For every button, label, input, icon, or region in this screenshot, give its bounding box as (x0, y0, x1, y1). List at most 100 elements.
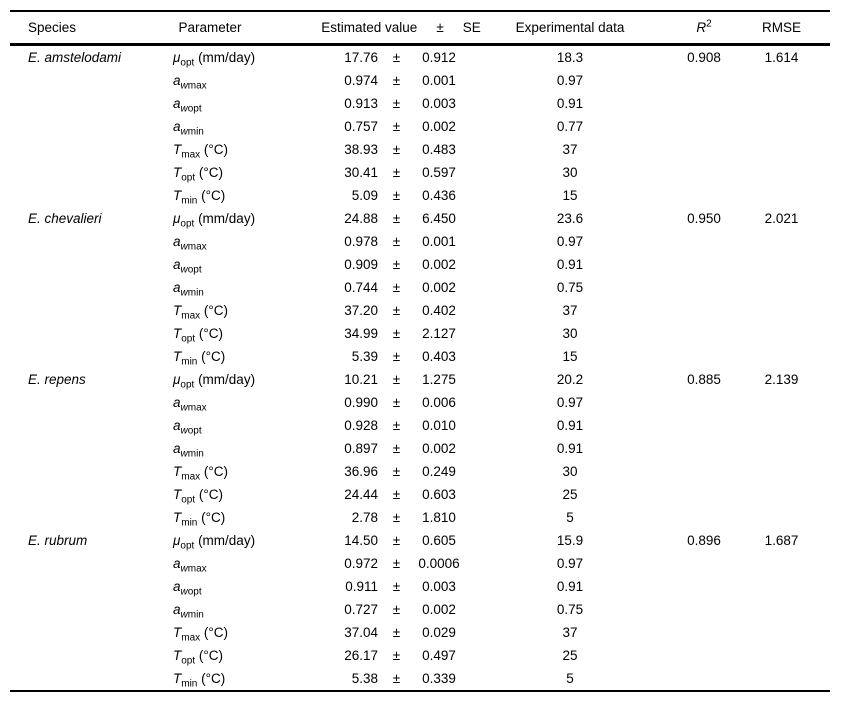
table-row: awopt 0.913 ±0.003 0.91 (10, 92, 830, 115)
parameter-cell: Tmin (°C) (173, 510, 226, 529)
se-cell: 0.002 (422, 119, 456, 134)
plus-minus-cell: ± (392, 257, 401, 272)
table-row: Tmax (°C) 37.20 ±0.402 37 (10, 299, 830, 322)
species-cell (10, 161, 165, 184)
parameter-symbol: a (173, 234, 181, 249)
plus-minus-cell: ± (392, 326, 401, 341)
parameter-cell: awopt (165, 575, 305, 598)
estimated-value-cell: 0.727 (344, 602, 378, 617)
se-cell: 0.339 (422, 671, 456, 686)
parameter-symbol: a (173, 280, 181, 295)
header-row: Species Parameter Estimated value ± SE E… (10, 11, 831, 45)
r-squared-cell (675, 230, 733, 253)
r-squared-cell (675, 644, 733, 667)
experimental-data-cell: 18.3 (556, 50, 584, 65)
species-cell (10, 69, 165, 92)
parameter-subscript: opt (181, 172, 196, 184)
estimated-value-cell: 36.96 (344, 464, 378, 479)
table-row: E. rubrum μopt (mm/day) 14.50 ±0.605 15.9 0.8… (10, 529, 830, 552)
estimated-value-cell: 5.39 (351, 349, 378, 364)
r-squared-cell (675, 299, 733, 322)
parameter-subscript: min (181, 356, 198, 368)
r-squared-cell (675, 667, 733, 691)
rmse-cell (733, 552, 830, 575)
species-cell: E. amstelodami (28, 50, 122, 65)
experimental-data-cell: 25 (562, 648, 578, 663)
r-squared-cell (675, 483, 733, 506)
experimental-data-cell: 0.91 (556, 441, 584, 456)
parameter-cell: awmin (165, 276, 305, 299)
r-squared-cell (675, 437, 733, 460)
parameter-subscript: wmin (180, 126, 204, 138)
r-squared-cell (675, 460, 733, 483)
se-cell: 0.029 (422, 625, 456, 640)
parameter-cell: Tmin (°C) (173, 671, 226, 690)
rmse-cell (733, 575, 830, 598)
se-cell: 0.436 (422, 188, 456, 203)
column-header-species: Species (28, 20, 77, 35)
table-row: awmin 0.727 ±0.002 0.75 (10, 598, 830, 621)
table-row: Tmin (°C) 5.38 ±0.339 5 (10, 667, 830, 691)
species-cell (10, 276, 165, 299)
plus-minus-cell: ± (392, 165, 401, 180)
rmse-cell (733, 299, 830, 322)
table-row: Tmax (°C) 37.04 ±0.029 37 (10, 621, 830, 644)
plus-minus-cell: ± (392, 671, 401, 686)
experimental-data-cell: 0.97 (556, 73, 584, 88)
r-squared-cell (675, 184, 733, 207)
parameter-subscript: wmax (180, 402, 207, 414)
r-squared-cell (675, 253, 733, 276)
estimated-value-cell: 37.04 (344, 625, 378, 640)
table-row: awopt 0.909 ±0.002 0.91 (10, 253, 830, 276)
estimated-value-header-label: Estimated value (321, 20, 418, 35)
experimental-data-cell: 30 (562, 464, 578, 479)
parameter-symbol: μ (173, 372, 181, 387)
species-cell (10, 138, 165, 161)
rmse-cell: 2.139 (764, 372, 799, 387)
parameter-symbol: a (173, 418, 181, 433)
rmse-cell (733, 483, 830, 506)
parameter-subscript: wopt (180, 264, 202, 276)
species-cell (10, 115, 165, 138)
parameter-subscript: opt (181, 333, 196, 345)
se-cell: 2.127 (422, 326, 456, 341)
species-cell (10, 506, 165, 529)
se-cell: 0.497 (422, 648, 456, 663)
parameter-subscript: opt (181, 494, 196, 506)
parameter-cell: awmax (165, 69, 305, 92)
plus-minus-cell: ± (392, 303, 401, 318)
plus-minus-cell: ± (392, 625, 401, 640)
experimental-data-cell: 30 (562, 165, 578, 180)
experimental-data-cell: 5 (566, 510, 574, 525)
plus-minus-cell: ± (392, 119, 401, 134)
se-cell: 0.002 (422, 257, 456, 272)
estimated-value-cell: 0.974 (344, 73, 378, 88)
parameter-symbol: T (173, 326, 182, 341)
parameter-cell: μopt (mm/day) (173, 372, 256, 391)
estimated-value-cell: 0.913 (344, 96, 378, 111)
se-cell: 0.249 (422, 464, 456, 479)
rmse-cell (733, 598, 830, 621)
experimental-data-cell: 0.75 (556, 602, 584, 617)
species-cell (10, 644, 165, 667)
se-cell: 0.402 (422, 303, 456, 318)
parameter-cell: Tmax (°C) (173, 303, 229, 322)
estimated-value-cell: 30.41 (344, 165, 378, 180)
rmse-cell (733, 115, 830, 138)
estimated-value-cell: 0.978 (344, 234, 378, 249)
rmse-cell (733, 644, 830, 667)
table-row: awopt 0.911 ±0.003 0.91 (10, 575, 830, 598)
parameter-cell: awmin (165, 115, 305, 138)
species-cell: E. rubrum (28, 533, 88, 548)
model-parameters-table: Species Parameter Estimated value ± SE E… (10, 10, 831, 692)
estimated-value-cell: 37.20 (344, 303, 378, 318)
table-row: E. chevalieri μopt (mm/day) 24.88 ±6.450 23.… (10, 207, 830, 230)
r-squared-cell (675, 575, 733, 598)
table-row: awmax 0.978 ±0.001 0.97 (10, 230, 830, 253)
r-squared-cell (675, 391, 733, 414)
table-row: Topt (°C) 30.41 ±0.597 30 (10, 161, 830, 184)
parameter-symbol: T (173, 487, 182, 502)
plus-minus-cell: ± (392, 234, 401, 249)
species-cell (10, 667, 165, 691)
parameter-subscript: opt (181, 655, 196, 667)
